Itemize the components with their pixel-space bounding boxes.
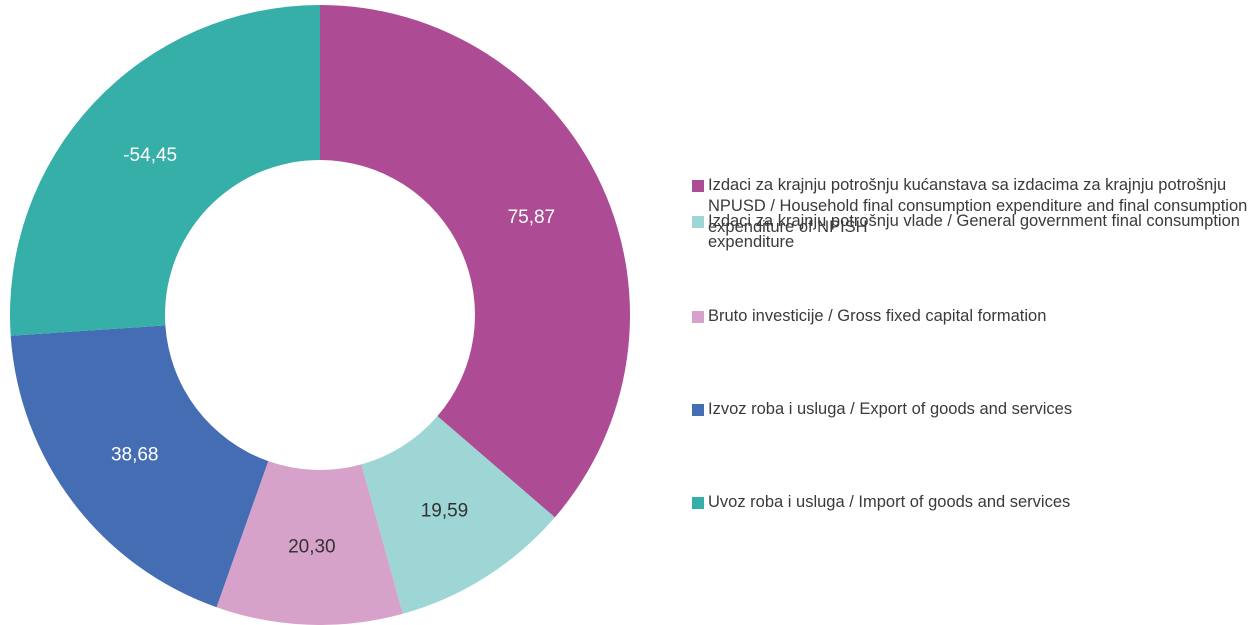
chart: 75,87 19,59 20,30 38,68 -54,45 — [9, 5, 630, 625]
donut-slice — [9, 5, 320, 336]
donut-slice — [216, 461, 403, 625]
legend-item: Izdaci za krajnju potrošnju vlade / Gene… — [692, 211, 1252, 253]
donut-slice — [361, 416, 555, 614]
legend-label: Izvoz roba i usluga / Export of goods an… — [708, 400, 1073, 418]
legend-swatch — [692, 311, 704, 323]
legend-label: Izdaci za krajnju potrošnju kućanstava s… — [708, 176, 1248, 236]
legend-swatch — [692, 180, 704, 192]
data-label: 38,68 — [111, 444, 159, 465]
data-label: 20,30 — [288, 536, 336, 557]
legend-item: Izvoz roba i usluga / Export of goods an… — [692, 399, 1252, 420]
data-label: 75,87 — [508, 207, 556, 228]
data-label: 19,59 — [421, 500, 469, 521]
legend-label: Izdaci za krajnju potrošnju vlade / Gene… — [708, 212, 1240, 251]
donut-slice — [320, 5, 630, 518]
legend-swatch — [692, 216, 704, 228]
data-label: -54,45 — [123, 145, 177, 166]
legend-swatch — [692, 404, 704, 416]
legend-item: Uvoz roba i usluga / Import of goods and… — [692, 492, 1252, 513]
legend-swatch — [692, 497, 704, 509]
donut-slice — [10, 325, 269, 608]
legend-label: Uvoz roba i usluga / Import of goods and… — [708, 493, 1071, 511]
legend-label: Bruto investicije / Gross fixed capital … — [708, 307, 1047, 325]
legend-item: Izdaci za krajnju potrošnju kućanstava s… — [692, 175, 1252, 238]
legend-item: Bruto investicije / Gross fixed capital … — [692, 306, 1252, 327]
